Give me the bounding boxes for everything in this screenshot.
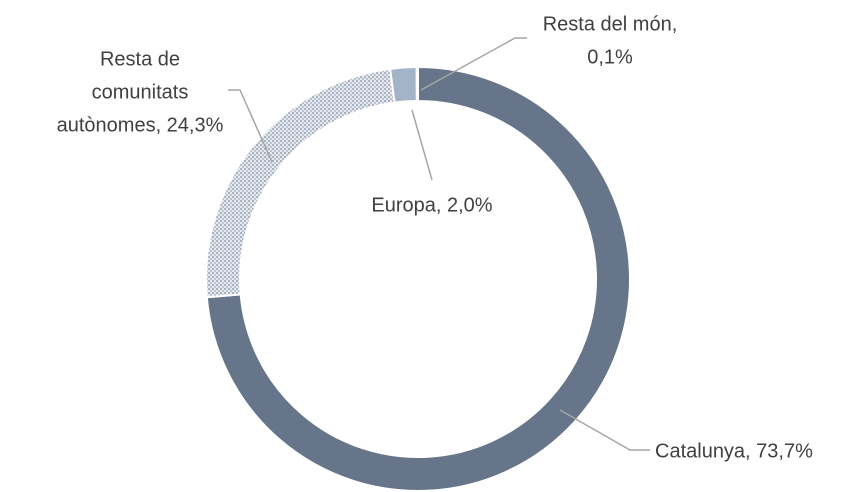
donut-slice xyxy=(389,65,418,104)
leader-line xyxy=(411,109,433,181)
data-label: autònomes, 24,3% xyxy=(57,114,224,136)
data-label: Resta del món, xyxy=(543,13,678,35)
leader-line xyxy=(420,37,527,91)
data-label: 0,1% xyxy=(587,46,633,68)
data-label: Resta de xyxy=(100,48,180,70)
donut-slice xyxy=(415,65,419,103)
data-label: comunitats xyxy=(92,81,189,103)
data-label: Catalunya, 73,7% xyxy=(655,440,813,462)
donut-slice xyxy=(205,67,396,299)
leader-line xyxy=(559,409,650,451)
leader-line xyxy=(228,89,273,163)
donut-slice xyxy=(205,65,631,492)
data-label: Europa, 2,0% xyxy=(371,194,492,216)
